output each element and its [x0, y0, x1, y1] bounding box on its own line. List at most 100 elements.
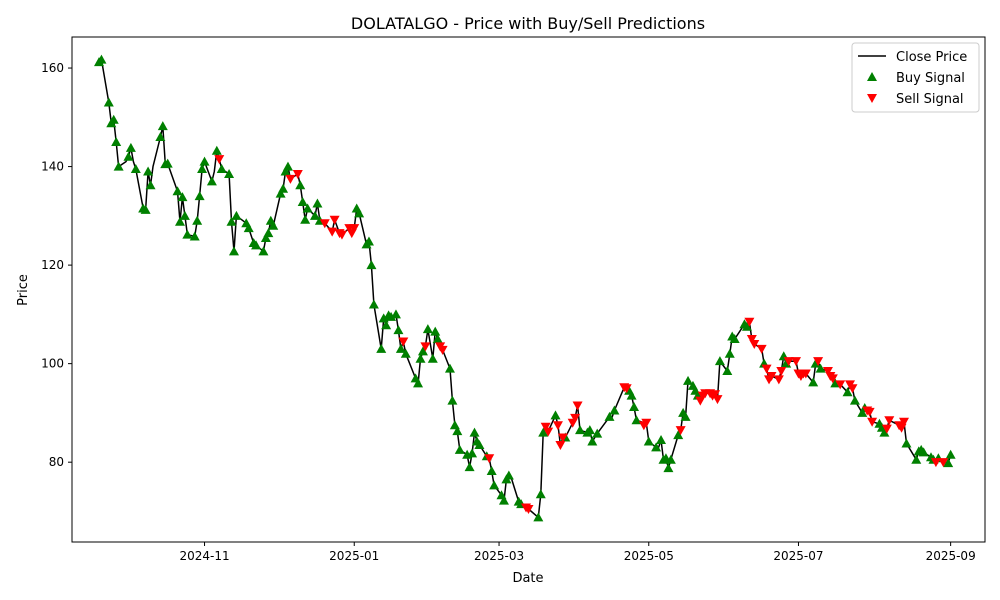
sell-signal-marker	[621, 384, 632, 394]
sell-signal-marker	[835, 380, 846, 390]
buy-signal-marker	[260, 233, 271, 243]
sell-signal-marker	[884, 416, 895, 426]
sell-signal-marker	[938, 458, 949, 468]
buy-signal-marker	[452, 426, 463, 436]
buy-signal-marker	[157, 121, 168, 131]
sell-signal-marker	[555, 440, 566, 450]
buy-signal-marker	[228, 246, 239, 256]
buy-signal-marker	[592, 428, 603, 438]
legend-sell-label: Sell Signal	[896, 92, 964, 107]
buy-signal-marker	[125, 142, 136, 152]
buy-signal-marker	[587, 436, 598, 446]
sell-signal-marker	[827, 374, 838, 384]
buy-signal-marker	[194, 191, 205, 201]
buy-signal-marker	[300, 214, 311, 224]
sell-signal-marker	[783, 357, 794, 367]
buy-signal-marker	[376, 343, 387, 353]
y-tick-label: 100	[41, 357, 64, 371]
buy-signal-marker	[918, 447, 929, 457]
buy-signal-marker	[943, 458, 954, 468]
buy-signal-marker	[258, 246, 269, 256]
sell-signal-marker	[570, 413, 581, 423]
buy-signal-marker	[680, 411, 691, 421]
buy-signal-marker	[354, 208, 365, 218]
legend-box	[851, 42, 980, 113]
buy-signal-marker	[179, 210, 190, 220]
buy-signal-marker	[211, 145, 222, 155]
buy-signal-marker	[673, 430, 684, 440]
sell-signal-marker	[776, 367, 787, 377]
buy-signal-marker	[103, 97, 114, 107]
plot-frame	[71, 36, 986, 543]
sell-signal-marker	[398, 337, 409, 347]
buy-signal-marker	[263, 228, 274, 238]
buy-signal-marker	[413, 378, 424, 388]
buy-signal-marker	[604, 411, 615, 421]
sell-signal-marker	[710, 390, 721, 400]
buy-signal-marker	[140, 204, 151, 214]
buy-signal-marker	[879, 427, 890, 437]
buy-signal-marker	[808, 377, 819, 387]
sell-signal-marker	[523, 504, 534, 514]
buy-signal-marker	[631, 415, 642, 425]
sell-signal-marker	[675, 426, 686, 436]
sell-signal-marker	[329, 215, 340, 225]
buy-signal-marker	[302, 203, 313, 213]
buy-signal-marker	[432, 334, 443, 344]
buy-signal-marker	[189, 231, 200, 241]
buy-signal-marker	[386, 311, 397, 321]
buy-signal-marker	[911, 454, 922, 464]
legend: Close Price Buy Signal Sell Signal	[851, 42, 980, 113]
sell-signal-marker	[867, 417, 878, 427]
buy-signal-marker	[538, 427, 549, 437]
sell-signal-marker	[327, 227, 338, 237]
buy-signal-marker	[155, 132, 166, 142]
buy-signal-marker	[172, 186, 183, 196]
buy-signal-marker	[447, 395, 458, 405]
buy-signal-marker	[422, 324, 433, 334]
sell-signal-marker	[540, 422, 551, 432]
sell-signal-marker	[749, 339, 760, 349]
buy-signal-marker	[427, 353, 438, 363]
buy-signal-marker	[945, 449, 956, 459]
buy-signal-marker	[143, 166, 154, 176]
buy-signal-marker	[251, 240, 262, 250]
buy-signal-marker	[842, 387, 853, 397]
buy-signal-marker	[444, 363, 455, 373]
sell-signal-marker	[420, 342, 431, 352]
buy-signal-marker	[297, 197, 308, 207]
legend-buy-label: Buy Signal	[896, 71, 965, 86]
buy-signal-marker	[486, 466, 497, 476]
buy-signal-marker	[231, 210, 242, 220]
sell-signal-marker	[761, 364, 772, 374]
sell-signal-marker	[746, 335, 757, 345]
buy-signal-marker	[111, 136, 122, 146]
buy-signal-marker	[683, 375, 694, 385]
buy-signal-marker	[275, 188, 286, 198]
sell-signal-marker	[543, 427, 554, 437]
y-tick-label: 140	[41, 160, 64, 174]
buy-signal-marker	[400, 348, 411, 358]
sell-signal-marker	[813, 357, 824, 367]
sell-signal-marker	[437, 345, 448, 355]
sell-signal-marker	[557, 433, 568, 443]
sell-signal-marker	[572, 401, 583, 411]
buy-signal-marker	[174, 216, 185, 226]
sell-signal-marker	[899, 417, 910, 427]
buy-signal-marker	[192, 215, 203, 225]
y-tick-label: 80	[49, 455, 64, 469]
buy-signal-marker	[363, 236, 374, 246]
buy-signal-marker	[629, 402, 640, 412]
sell-signal-marker	[766, 371, 777, 381]
sell-signal-marker	[292, 169, 303, 179]
sell-signal-marker	[800, 369, 811, 379]
buy-signal-marker	[96, 54, 107, 64]
buy-signal-marker	[533, 512, 544, 522]
legend-buy-triangle-icon	[867, 72, 877, 81]
x-tick-label: 2025-05	[624, 549, 674, 563]
chart-title: DOLATALGO - Price with Buy/Sell Predicti…	[351, 14, 705, 33]
x-tick-label: 2024-11	[179, 549, 229, 563]
x-tick-label: 2025-09	[926, 549, 976, 563]
sell-signal-marker	[881, 424, 892, 434]
x-tick-label: 2025-01	[329, 549, 379, 563]
